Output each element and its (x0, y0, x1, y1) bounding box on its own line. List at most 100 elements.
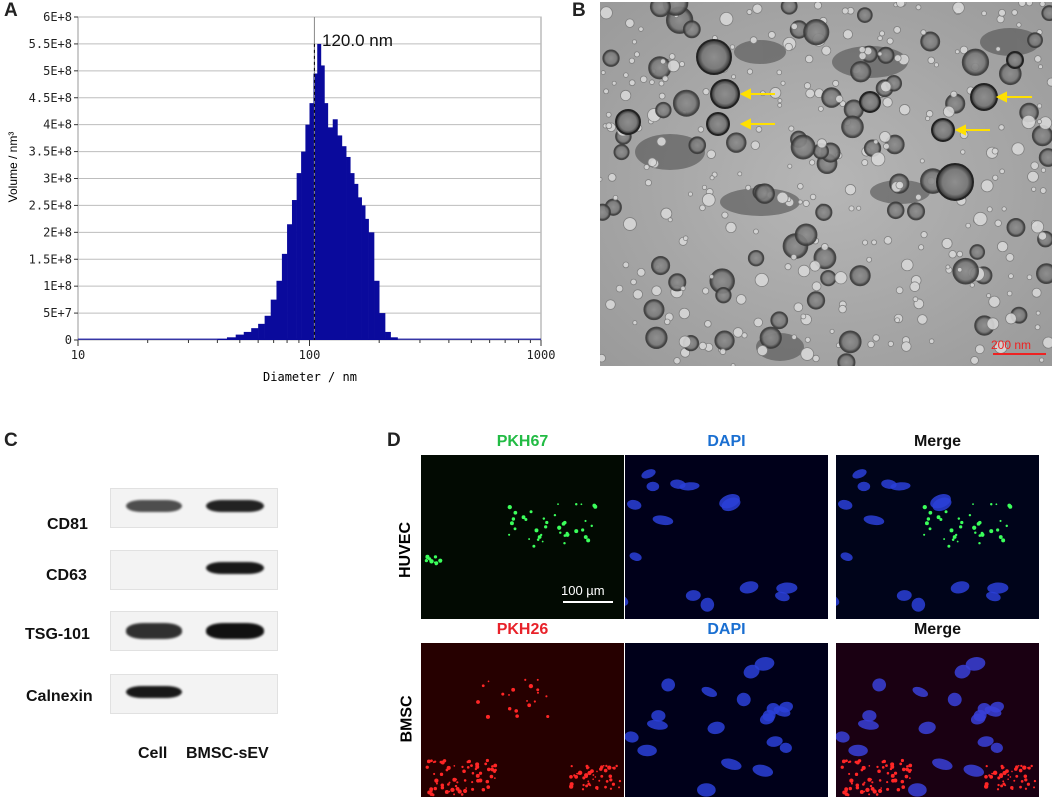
labeled-vesicle-dot (1013, 779, 1016, 782)
labeled-vesicle-dot (433, 555, 438, 559)
labeled-vesicle-dot (461, 765, 464, 769)
histogram-bar (217, 338, 228, 340)
nucleus (697, 783, 716, 797)
labeled-vesicle-dot (878, 788, 883, 794)
vesicle (777, 98, 783, 104)
vesicle (809, 159, 816, 166)
labeled-vesicle-dot (890, 773, 895, 778)
nucleus (990, 742, 1003, 753)
vesicle (731, 74, 737, 80)
vesicle (797, 183, 804, 190)
labeled-vesicle-dot (509, 521, 514, 526)
histogram-bar (324, 103, 329, 340)
vesicle (896, 2, 906, 8)
vesicle (952, 2, 965, 14)
vesicle (1040, 167, 1047, 173)
labeled-vesicle-dot (486, 767, 491, 772)
y-axis-label: Volume / nm³ (6, 131, 20, 203)
large-vesicle (936, 163, 974, 201)
labeled-vesicle-dot (463, 788, 468, 794)
labeled-vesicle-dot (880, 787, 883, 789)
background (836, 455, 1039, 619)
labeled-vesicle-dot (450, 787, 455, 793)
vesicle (970, 356, 979, 365)
x-tick-label: 1000 (527, 348, 556, 362)
blot-label-cd81: CD81 (47, 516, 88, 533)
labeled-vesicle-dot (466, 766, 470, 769)
labeled-vesicle-dot (438, 558, 443, 563)
labeled-vesicle-dot (618, 786, 621, 789)
vesicle (811, 281, 822, 292)
labeled-vesicle-dot (536, 678, 539, 681)
vesicle (942, 105, 955, 118)
labeled-vesicle-dot (881, 766, 885, 769)
vesicle (1031, 186, 1037, 192)
labeled-vesicle-dot (1033, 786, 1036, 789)
y-tick-label: 4.5E+8 (29, 91, 72, 105)
labeled-vesicle-dot (485, 714, 490, 719)
labeled-vesicle-dot (485, 779, 490, 784)
labeled-vesicle-dot (1030, 764, 1033, 768)
vesicle (655, 101, 672, 119)
labeled-vesicle-dot (936, 515, 941, 520)
labeled-vesicle-dot (493, 763, 498, 768)
vesicle (838, 330, 862, 354)
y-tick-label: 6E+8 (43, 10, 72, 24)
labeled-vesicle-dot (939, 518, 943, 522)
vesicle (950, 90, 958, 98)
vesicle (969, 244, 986, 260)
vesicle (688, 136, 707, 155)
vesicle (1001, 206, 1007, 212)
vesicle (749, 36, 758, 44)
histogram-bar (243, 331, 252, 340)
vesicle (721, 211, 729, 219)
vesicle (662, 75, 669, 82)
title-dapi-1: DAPI (707, 433, 746, 450)
vesicle (927, 56, 935, 65)
labeled-vesicle-dot (445, 768, 449, 772)
vesicle (741, 332, 748, 339)
title-merge-1: Merge (913, 433, 962, 450)
vesicle (1039, 187, 1047, 194)
vesicle (698, 341, 707, 351)
labeled-vesicle-dot (900, 779, 905, 784)
vesicle (1025, 2, 1033, 7)
nucleus (950, 581, 970, 594)
labeled-vesicle-dot (972, 525, 977, 530)
vesicle (719, 11, 734, 26)
nucleus (721, 497, 741, 512)
nucleus (989, 701, 1004, 713)
vesicle (815, 203, 833, 221)
vesicle (737, 171, 743, 177)
labeled-vesicle-dot (575, 503, 578, 506)
labeled-vesicle-dot (471, 771, 475, 775)
labeled-vesicle-dot (569, 774, 573, 779)
labeled-vesicle-dot (524, 518, 528, 522)
nucleus (977, 736, 994, 747)
vesicle (858, 51, 867, 60)
labeled-vesicle-dot (947, 544, 951, 548)
vesicle (838, 304, 847, 314)
labeled-vesicle-dot (1007, 778, 1009, 781)
vesicle (638, 26, 644, 32)
vesicle (673, 357, 681, 365)
vesicle (973, 211, 988, 227)
histogram-bar (332, 119, 338, 341)
labeled-vesicle-dot (928, 510, 933, 515)
nucleus (954, 664, 971, 679)
labeled-vesicle-dot (1024, 778, 1028, 782)
vesicle (1030, 161, 1039, 170)
labeled-vesicle-dot (1002, 780, 1005, 783)
nucleus (862, 710, 877, 722)
vesicle (883, 142, 890, 150)
vesicle (628, 57, 635, 64)
vesicle (834, 271, 848, 285)
vesicle (994, 219, 1002, 227)
vesicle (702, 88, 710, 96)
vesicle (887, 340, 894, 347)
labeled-vesicle-dot (995, 503, 998, 506)
vesicle (753, 228, 759, 235)
vesicle (791, 334, 797, 340)
vesicle (640, 75, 648, 83)
labeled-vesicle-dot (545, 695, 548, 698)
